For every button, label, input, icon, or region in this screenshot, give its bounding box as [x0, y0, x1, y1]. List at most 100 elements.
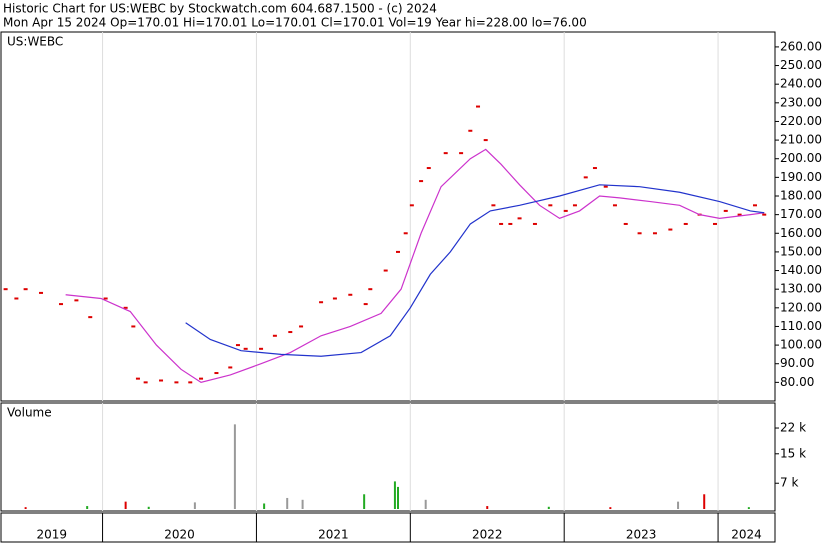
x-tick-label: 2020	[164, 528, 195, 542]
price-tick	[517, 217, 522, 220]
price-tick	[459, 152, 464, 155]
x-tick-label: 2021	[318, 528, 349, 542]
volume-bar	[363, 494, 366, 509]
price-tick	[159, 379, 164, 382]
y-tick-label: 90.00	[780, 356, 814, 370]
price-tick	[723, 209, 728, 212]
price-tick	[214, 372, 219, 375]
y-tick-label: 22 k	[780, 421, 806, 435]
price-tick	[603, 185, 608, 188]
volume-bar	[424, 499, 427, 509]
price-tick	[174, 381, 179, 384]
price-tick	[259, 347, 264, 350]
y-tick-label: 100.00	[780, 338, 822, 352]
x-tick-label: 2023	[626, 528, 657, 542]
symbol-label: US:WEBC	[7, 35, 63, 49]
volume-bar	[286, 497, 289, 509]
y-tick-label: 110.00	[780, 319, 822, 333]
price-tick	[652, 232, 657, 235]
price-tick	[199, 377, 204, 380]
y-tick-label: 210.00	[780, 133, 822, 147]
price-tick	[563, 209, 568, 212]
y-tick-label: 250.00	[780, 58, 822, 72]
y-tick-label: 140.00	[780, 263, 822, 277]
y-tick-label: 150.00	[780, 244, 822, 258]
y-tick-label: 230.00	[780, 95, 822, 109]
y-tick-label: 180.00	[780, 189, 822, 203]
y-tick-label: 240.00	[780, 77, 822, 91]
price-tick	[23, 288, 28, 291]
volume-bar	[301, 499, 304, 509]
price-tick	[39, 291, 44, 294]
price-tick	[476, 105, 481, 108]
price-tick	[59, 303, 64, 306]
price-tick	[612, 204, 617, 207]
volume-bar	[86, 506, 89, 509]
price-tick	[383, 269, 388, 272]
volume-bar	[747, 507, 750, 509]
price-tick	[548, 204, 553, 207]
y-tick-label: 200.00	[780, 151, 822, 165]
price-tick	[468, 129, 473, 132]
price-tick	[419, 180, 424, 183]
price-tick	[409, 204, 414, 207]
y-tick-label: 170.00	[780, 207, 822, 221]
y-tick-label: 7 k	[780, 476, 798, 490]
price-tick	[319, 301, 324, 304]
x-tick-label: 2019	[37, 528, 68, 542]
price-panel	[0, 31, 776, 402]
y-tick-label: 80.00	[780, 375, 814, 389]
y-tick-label: 130.00	[780, 282, 822, 296]
price-tick	[135, 377, 140, 380]
price-tick	[737, 213, 742, 216]
price-tick	[712, 222, 717, 225]
price-tick	[74, 299, 79, 302]
moving-average	[185, 184, 765, 357]
x-tick-label: 2024	[731, 528, 762, 542]
date-axis	[0, 512, 776, 543]
price-tick	[131, 325, 136, 328]
price-tick	[483, 139, 488, 142]
volume-bar	[263, 503, 266, 509]
price-tick	[668, 228, 673, 231]
price-tick	[348, 293, 353, 296]
volume-label: Volume	[7, 406, 52, 420]
price-tick	[499, 222, 504, 225]
volume-bar	[393, 481, 396, 509]
price-tick	[637, 232, 642, 235]
volume-bar	[486, 506, 489, 509]
y-tick-label: 160.00	[780, 226, 822, 240]
price-tick	[426, 167, 431, 170]
price-tick	[396, 250, 401, 253]
price-tick	[88, 316, 93, 319]
moving-average	[65, 148, 765, 384]
price-tick	[332, 297, 337, 300]
price-tick	[363, 303, 368, 306]
price-tick	[272, 334, 277, 337]
chart-title: Historic Chart for US:WEBC by Stockwatch…	[3, 2, 437, 16]
price-tick	[188, 381, 193, 384]
price-tick	[235, 344, 240, 347]
price-tick	[508, 222, 513, 225]
price-tick	[491, 204, 496, 207]
x-tick-label: 2022	[472, 528, 503, 542]
volume-panel	[0, 402, 776, 512]
volume-bar	[193, 502, 196, 509]
price-tick	[14, 297, 19, 300]
y-tick-label: 190.00	[780, 170, 822, 184]
volume-bar	[677, 501, 680, 509]
price-tick	[583, 176, 588, 179]
volume-bar	[547, 506, 550, 509]
price-tick	[683, 222, 688, 225]
y-tick-label: 15 k	[780, 446, 806, 460]
price-tick	[123, 306, 128, 309]
price-tick	[299, 325, 304, 328]
price-tick	[532, 222, 537, 225]
volume-bar	[397, 486, 400, 509]
volume-bar	[233, 424, 236, 509]
price-tick	[103, 297, 108, 300]
y-tick-label: 260.00	[780, 39, 822, 53]
price-tick	[368, 288, 373, 291]
